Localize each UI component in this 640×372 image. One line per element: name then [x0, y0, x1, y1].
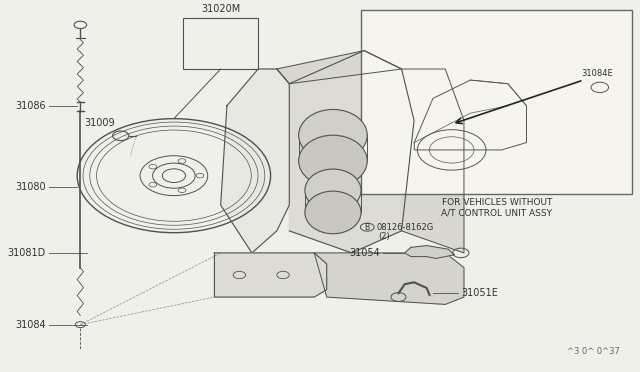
Text: 08126-8162G: 08126-8162G	[376, 223, 434, 232]
Ellipse shape	[305, 191, 361, 234]
Text: 31051E: 31051E	[461, 288, 498, 298]
Text: 31080: 31080	[15, 182, 46, 192]
Ellipse shape	[305, 169, 361, 212]
Text: 31084: 31084	[15, 320, 46, 330]
Text: 31020M: 31020M	[201, 4, 240, 14]
Bar	[183, 17, 258, 69]
Text: 31086: 31086	[15, 101, 46, 111]
Polygon shape	[214, 253, 327, 297]
Ellipse shape	[299, 109, 367, 161]
Polygon shape	[314, 253, 464, 304]
Text: 31009: 31009	[84, 118, 115, 128]
Text: B: B	[365, 223, 370, 232]
Polygon shape	[401, 69, 464, 253]
Polygon shape	[289, 51, 414, 253]
Polygon shape	[277, 51, 401, 84]
Polygon shape	[221, 69, 289, 253]
Text: 31084E: 31084E	[581, 69, 612, 78]
Bar	[361, 10, 632, 194]
Text: ^3 0^ 0^37: ^3 0^ 0^37	[567, 347, 620, 356]
Text: (2): (2)	[378, 232, 390, 241]
Ellipse shape	[299, 135, 367, 187]
Polygon shape	[404, 246, 454, 259]
Text: 31081D: 31081D	[8, 248, 46, 258]
Text: 31054: 31054	[349, 248, 380, 258]
Text: FOR VEHICLES WITHOUT
A/T CONTROL UNIT ASSY: FOR VEHICLES WITHOUT A/T CONTROL UNIT AS…	[441, 198, 552, 217]
